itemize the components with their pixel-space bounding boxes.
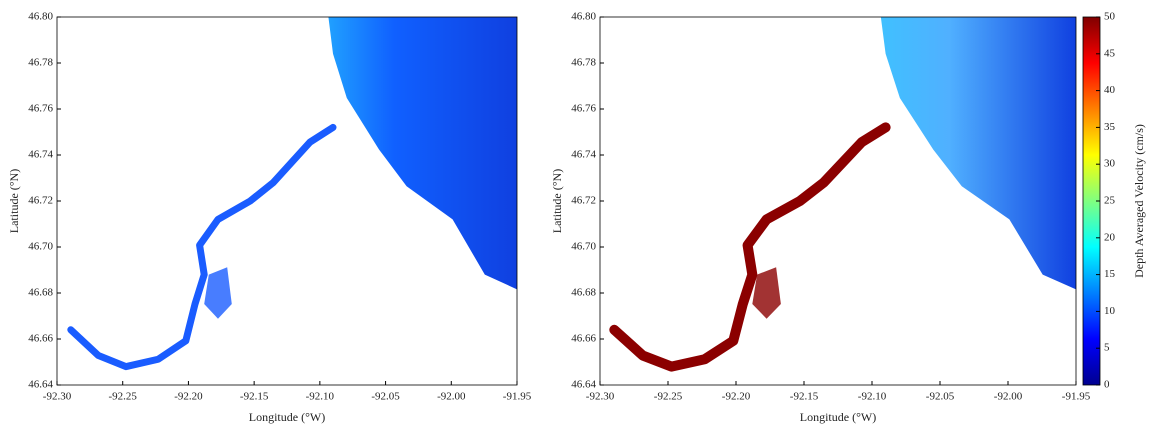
y-tick-label: 46.76 [28, 103, 53, 115]
x-axis-label: Longitude (°W) [249, 410, 325, 424]
y-tick-label: 46.68 [28, 287, 53, 299]
y-tick-label: 46.80 [571, 11, 596, 23]
y-axis-label: Latitude (°N) [550, 169, 564, 233]
x-tick-label: -92.25 [654, 391, 683, 403]
y-tick-label: 46.66 [571, 333, 596, 345]
y-tick-label: 46.78 [28, 57, 53, 69]
bay [752, 267, 781, 319]
bay [204, 267, 232, 319]
x-tick-label: -92.00 [437, 391, 466, 403]
y-tick-label: 46.64 [571, 379, 596, 391]
x-tick-label: -92.00 [994, 391, 1023, 403]
colorbar-tick-label: 50 [1104, 11, 1116, 23]
x-tick-label: -92.20 [722, 391, 751, 403]
y-tick-label: 46.72 [571, 195, 596, 207]
lake [328, 17, 517, 290]
colorbar-tick-label: 0 [1104, 379, 1110, 391]
colorbar-tick-label: 40 [1104, 84, 1116, 96]
y-tick-label: 46.66 [28, 333, 53, 345]
y-tick-label: 46.80 [28, 11, 53, 23]
y-tick-label: 46.70 [571, 241, 596, 253]
x-tick-label: -92.15 [790, 391, 819, 403]
river [67, 123, 337, 371]
colorbar-tick-label: 25 [1104, 195, 1116, 207]
x-tick-label: -92.10 [306, 391, 335, 403]
colorbar-tick-label: 35 [1104, 121, 1116, 133]
x-axis-label: Longitude (°W) [800, 410, 876, 424]
y-tick-label: 46.70 [28, 241, 53, 253]
x-tick-label: -92.20 [174, 391, 203, 403]
x-tick-label: -92.25 [109, 391, 138, 403]
colorbar-tick-label: 15 [1104, 268, 1116, 280]
x-tick-label: -92.05 [926, 391, 955, 403]
colorbar-label: Depth Averaged Velocity (cm/s) [1132, 124, 1146, 278]
y-tick-label: 46.74 [28, 149, 53, 161]
x-tick-label: -92.30 [43, 391, 72, 403]
y-axis-label: Latitude (°N) [7, 169, 21, 233]
x-tick-label: -92.30 [586, 391, 615, 403]
lake [880, 17, 1076, 290]
y-tick-label: 46.68 [571, 287, 596, 299]
y-tick-label: 46.64 [28, 379, 53, 391]
x-tick-label: -91.95 [1062, 391, 1091, 403]
x-tick-label: -92.05 [371, 391, 400, 403]
x-tick-label: -91.95 [503, 391, 532, 403]
colorbar-tick-label: 45 [1104, 47, 1116, 59]
y-tick-label: 46.78 [571, 57, 596, 69]
y-tick-label: 46.72 [28, 195, 53, 207]
colorbar-tick-label: 30 [1104, 158, 1116, 170]
colorbar-tick-label: 5 [1104, 342, 1110, 354]
y-tick-label: 46.74 [571, 149, 596, 161]
x-tick-label: -92.15 [240, 391, 269, 403]
river [609, 122, 891, 372]
colorbar-tick-label: 10 [1104, 305, 1116, 317]
x-tick-label: -92.10 [858, 391, 887, 403]
colorbar-tick-label: 20 [1104, 231, 1116, 243]
y-tick-label: 46.76 [571, 103, 596, 115]
